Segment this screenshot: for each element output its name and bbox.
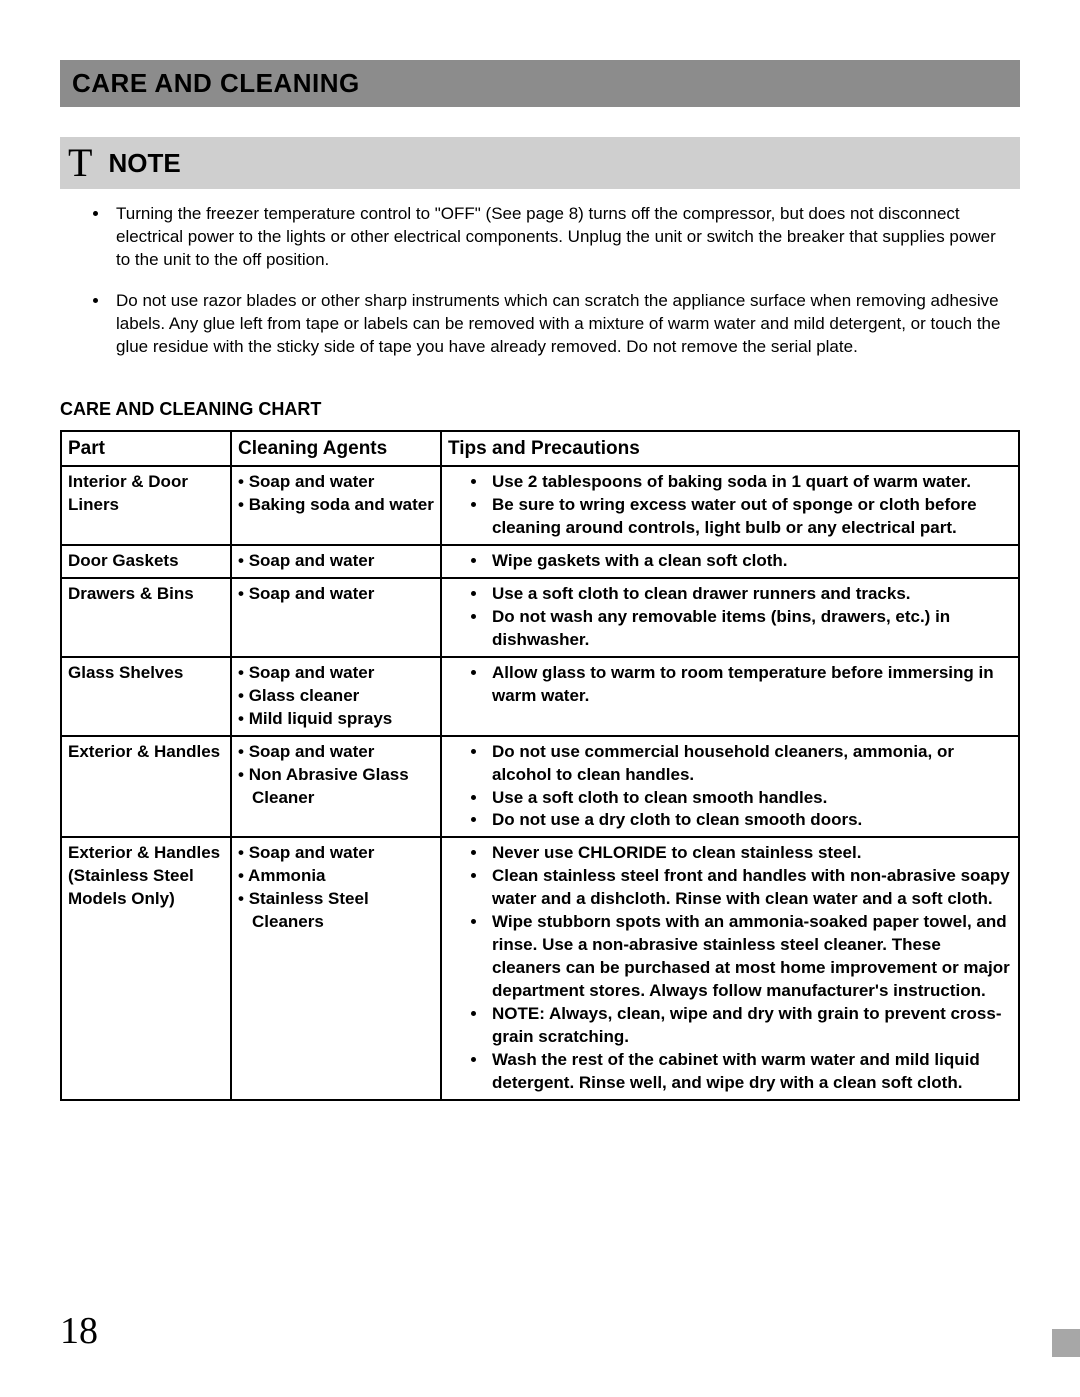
col-header-part: Part	[61, 431, 231, 467]
table-row: Exterior & Handles (Stainless Steel Mode…	[61, 837, 1019, 1099]
cell-agents: Soap and water Glass cleaner Mild liquid…	[231, 657, 441, 736]
tip-item: Do not wash any removable items (bins, d…	[488, 606, 1012, 652]
table-row: Interior & Door Liners Soap and water Ba…	[61, 466, 1019, 545]
note-body: Turning the freezer temperature control …	[60, 189, 1020, 359]
cell-agents: Soap and water Ammonia Stainless Steel C…	[231, 837, 441, 1099]
cell-part: Exterior & Handles	[61, 736, 231, 838]
agent-item: Glass cleaner	[238, 685, 434, 708]
note-item: Do not use razor blades or other sharp i…	[110, 290, 1012, 359]
agent-item: Soap and water	[238, 662, 434, 685]
table-row: Door Gaskets Soap and water Wipe gaskets…	[61, 545, 1019, 578]
tip-item: Do not use a dry cloth to clean smooth d…	[488, 809, 1012, 832]
table-row: Drawers & Bins Soap and water Use a soft…	[61, 578, 1019, 657]
agent-item: Soap and water	[238, 842, 434, 865]
cell-part: Exterior & Handles (Stainless Steel Mode…	[61, 837, 231, 1099]
col-header-agents: Cleaning Agents	[231, 431, 441, 467]
cell-part: Interior & Door Liners	[61, 466, 231, 545]
cell-tips: Do not use commercial household cleaners…	[441, 736, 1019, 838]
tip-item: Allow glass to warm to room temperature …	[488, 662, 1012, 708]
tip-item: Wipe gaskets with a clean soft cloth.	[488, 550, 1012, 573]
note-header-bar: T NOTE	[60, 137, 1020, 189]
cell-agents: Soap and water Non Abrasive Glass Cleane…	[231, 736, 441, 838]
tip-item: Use a soft cloth to clean smooth handles…	[488, 787, 1012, 810]
table-row: Glass Shelves Soap and water Glass clean…	[61, 657, 1019, 736]
cell-part: Door Gaskets	[61, 545, 231, 578]
agent-item: Stainless Steel Cleaners	[238, 888, 434, 934]
chart-heading: CARE AND CLEANING CHART	[60, 399, 1020, 420]
tip-item: Never use CHLORIDE to clean stainless st…	[488, 842, 1012, 865]
section-title: CARE AND CLEANING	[72, 68, 360, 98]
agent-item: Baking soda and water	[238, 494, 434, 517]
note-icon: T	[68, 143, 92, 183]
tip-item: Be sure to wring excess water out of spo…	[488, 494, 1012, 540]
cell-tips: Wipe gaskets with a clean soft cloth.	[441, 545, 1019, 578]
tip-item: Do not use commercial household cleaners…	[488, 741, 1012, 787]
page-number: 18	[60, 1309, 98, 1353]
note-list: Turning the freezer temperature control …	[68, 203, 1012, 359]
col-header-tips: Tips and Precautions	[441, 431, 1019, 467]
manual-page: CARE AND CLEANING T NOTE Turning the fre…	[0, 0, 1080, 1101]
agent-item: Ammonia	[238, 865, 434, 888]
tip-item: Clean stainless steel front and handles …	[488, 865, 1012, 911]
agent-item: Soap and water	[238, 741, 434, 764]
cell-part: Glass Shelves	[61, 657, 231, 736]
cell-agents: Soap and water	[231, 545, 441, 578]
table-header-row: Part Cleaning Agents Tips and Precaution…	[61, 431, 1019, 467]
cell-tips: Never use CHLORIDE to clean stainless st…	[441, 837, 1019, 1099]
agent-item: Soap and water	[238, 583, 434, 606]
tip-item: NOTE: Always, clean, wipe and dry with g…	[488, 1003, 1012, 1049]
cleaning-chart-table: Part Cleaning Agents Tips and Precaution…	[60, 430, 1020, 1101]
section-title-bar: CARE AND CLEANING	[60, 60, 1020, 107]
cell-tips: Allow glass to warm to room temperature …	[441, 657, 1019, 736]
tip-item: Wash the rest of the cabinet with warm w…	[488, 1049, 1012, 1095]
tip-item: Use a soft cloth to clean drawer runners…	[488, 583, 1012, 606]
agent-item: Soap and water	[238, 550, 434, 573]
note-item: Turning the freezer temperature control …	[110, 203, 1012, 272]
table-row: Exterior & Handles Soap and water Non Ab…	[61, 736, 1019, 838]
cell-part: Drawers & Bins	[61, 578, 231, 657]
agent-item: Mild liquid sprays	[238, 708, 434, 731]
side-stripe-decoration	[1052, 1329, 1080, 1357]
tip-item: Wipe stubborn spots with an ammonia-soak…	[488, 911, 1012, 1003]
note-label: NOTE	[108, 148, 180, 179]
cell-tips: Use a soft cloth to clean drawer runners…	[441, 578, 1019, 657]
cell-agents: Soap and water	[231, 578, 441, 657]
agent-item: Non Abrasive Glass Cleaner	[238, 764, 434, 810]
cell-tips: Use 2 tablespoons of baking soda in 1 qu…	[441, 466, 1019, 545]
agent-item: Soap and water	[238, 471, 434, 494]
cell-agents: Soap and water Baking soda and water	[231, 466, 441, 545]
tip-item: Use 2 tablespoons of baking soda in 1 qu…	[488, 471, 1012, 494]
